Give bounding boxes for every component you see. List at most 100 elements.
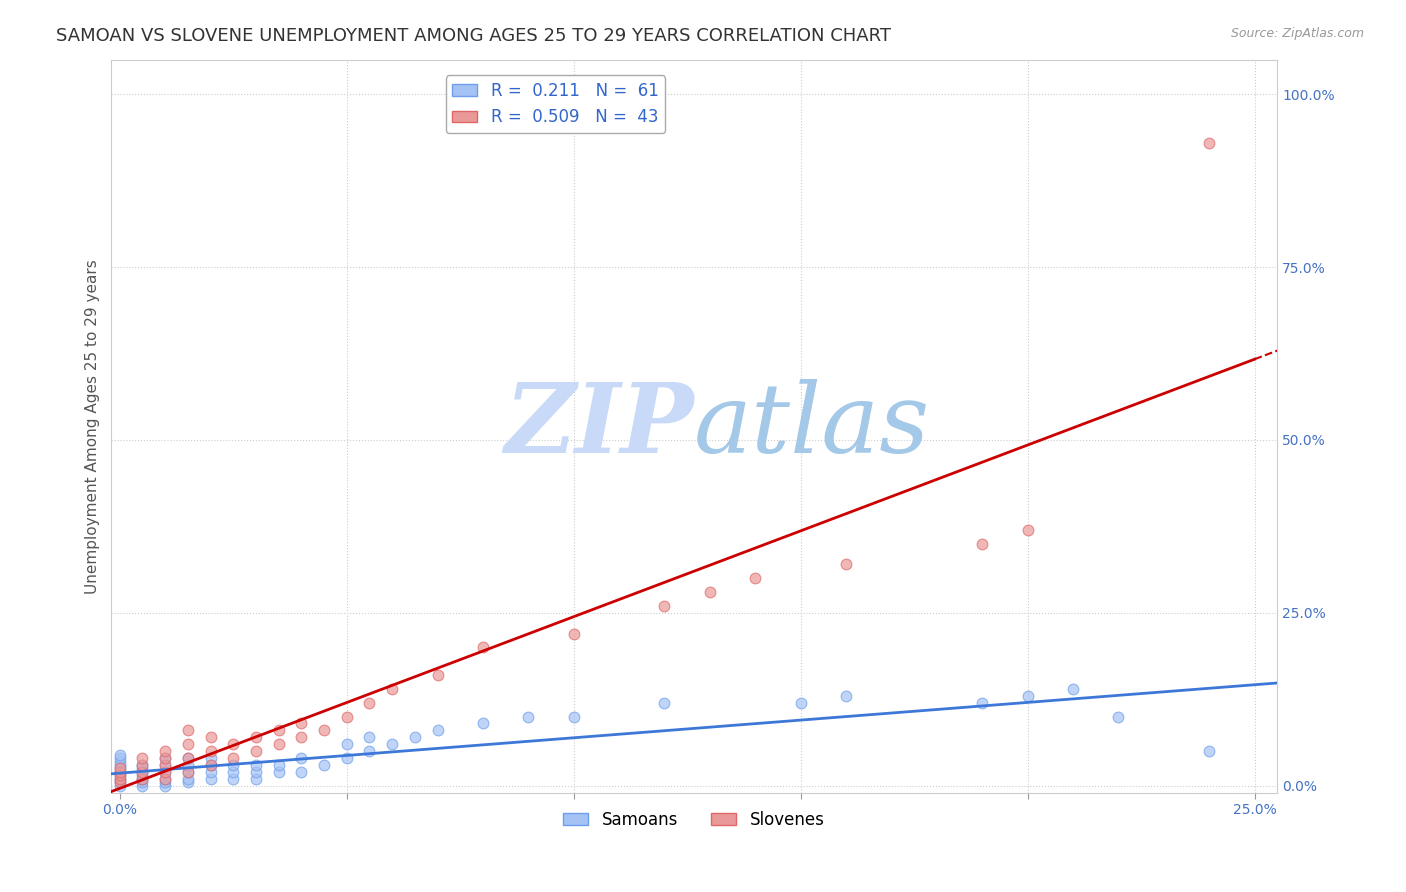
Point <box>835 558 858 572</box>
Text: ZIP: ZIP <box>505 379 695 473</box>
Point <box>177 723 200 738</box>
Point <box>336 737 359 751</box>
Point <box>153 751 176 765</box>
Point <box>153 779 176 793</box>
Point <box>177 772 200 786</box>
Point <box>426 668 449 682</box>
Point <box>245 731 267 745</box>
Point <box>108 764 131 779</box>
Point <box>108 775 131 789</box>
Point <box>222 764 245 779</box>
Point <box>131 764 153 779</box>
Point <box>200 764 222 779</box>
Point <box>108 755 131 769</box>
Point <box>153 751 176 765</box>
Point <box>153 758 176 772</box>
Point <box>177 764 200 779</box>
Point <box>108 764 131 779</box>
Point <box>267 723 290 738</box>
Point <box>245 764 267 779</box>
Text: Source: ZipAtlas.com: Source: ZipAtlas.com <box>1230 27 1364 40</box>
Point <box>267 737 290 751</box>
Point <box>177 751 200 765</box>
Point <box>267 764 290 779</box>
Point <box>699 585 721 599</box>
Point <box>131 751 153 765</box>
Point <box>290 716 312 731</box>
Point <box>153 764 176 779</box>
Point <box>972 696 994 710</box>
Point <box>381 681 404 696</box>
Point <box>200 731 222 745</box>
Point <box>222 751 245 765</box>
Point <box>359 731 381 745</box>
Point <box>153 758 176 772</box>
Point <box>131 779 153 793</box>
Point <box>267 758 290 772</box>
Point <box>108 761 131 775</box>
Point <box>1062 681 1084 696</box>
Point <box>131 758 153 772</box>
Point <box>177 764 200 779</box>
Point <box>290 751 312 765</box>
Point <box>426 723 449 738</box>
Point <box>108 772 131 786</box>
Point <box>153 775 176 789</box>
Point <box>153 772 176 786</box>
Legend: Samoans, Slovenes: Samoans, Slovenes <box>557 805 831 836</box>
Point <box>222 772 245 786</box>
Point <box>177 758 200 772</box>
Point <box>108 775 131 789</box>
Point <box>108 747 131 762</box>
Point <box>290 764 312 779</box>
Point <box>336 709 359 723</box>
Point <box>153 764 176 779</box>
Point <box>1017 523 1039 537</box>
Point <box>359 744 381 758</box>
Point <box>312 758 335 772</box>
Point <box>562 626 585 640</box>
Point <box>200 758 222 772</box>
Point <box>972 537 994 551</box>
Point <box>290 731 312 745</box>
Point <box>131 772 153 786</box>
Point <box>245 758 267 772</box>
Point <box>131 758 153 772</box>
Point <box>131 761 153 775</box>
Point <box>245 744 267 758</box>
Point <box>153 744 176 758</box>
Point <box>1198 136 1220 150</box>
Point <box>177 775 200 789</box>
Point <box>131 768 153 782</box>
Point <box>562 709 585 723</box>
Point <box>108 772 131 786</box>
Point <box>835 689 858 703</box>
Point <box>245 772 267 786</box>
Point <box>404 731 426 745</box>
Point <box>200 751 222 765</box>
Y-axis label: Unemployment Among Ages 25 to 29 years: Unemployment Among Ages 25 to 29 years <box>86 259 100 593</box>
Point <box>177 737 200 751</box>
Point <box>744 571 766 585</box>
Point <box>654 599 676 613</box>
Point <box>131 772 153 786</box>
Point <box>108 751 131 765</box>
Text: SAMOAN VS SLOVENE UNEMPLOYMENT AMONG AGES 25 TO 29 YEARS CORRELATION CHART: SAMOAN VS SLOVENE UNEMPLOYMENT AMONG AGE… <box>56 27 891 45</box>
Point <box>108 768 131 782</box>
Point <box>222 737 245 751</box>
Point <box>108 758 131 772</box>
Text: atlas: atlas <box>695 379 931 473</box>
Point <box>1017 689 1039 703</box>
Point <box>222 758 245 772</box>
Point <box>200 744 222 758</box>
Point <box>471 640 494 655</box>
Point <box>517 709 540 723</box>
Point <box>654 696 676 710</box>
Point <box>131 775 153 789</box>
Point <box>200 772 222 786</box>
Point <box>312 723 335 738</box>
Point <box>471 716 494 731</box>
Point <box>789 696 811 710</box>
Point <box>153 772 176 786</box>
Point <box>200 758 222 772</box>
